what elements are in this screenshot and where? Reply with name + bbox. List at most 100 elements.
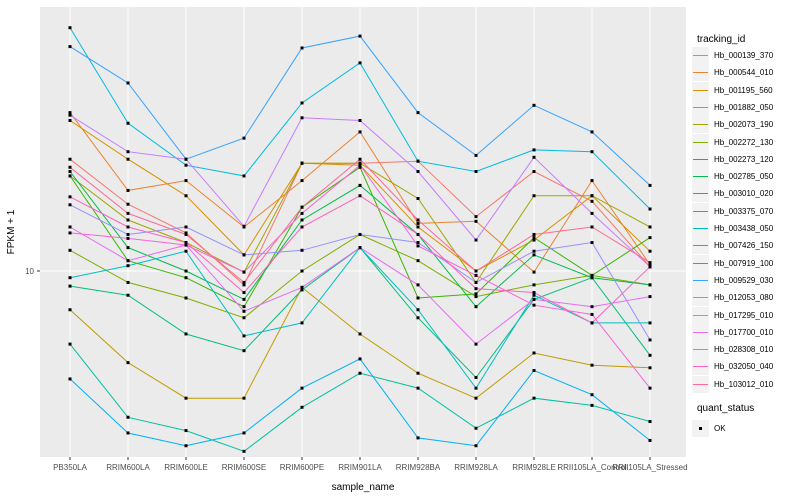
data-point [532,291,536,295]
legend-item: Hb_032050_040 [692,358,774,376]
data-point [242,316,246,320]
legend-key [692,220,709,237]
data-point [300,101,304,105]
legend-item: Hb_003010_020 [692,185,773,203]
data-point [590,130,594,134]
series-color-line-icon [693,228,708,229]
data-point [184,232,188,236]
data-point [648,261,652,265]
data-point [184,296,188,300]
data-point [300,46,304,50]
data-point [474,287,478,291]
series-color-line-icon [693,366,708,368]
data-point [126,293,130,297]
legend-item-label: Hb_032050_040 [714,362,774,372]
data-point [416,316,420,320]
data-point [532,249,536,253]
legend-key [692,358,709,376]
data-point [358,332,362,336]
legend-key [692,98,709,116]
legend-key [692,323,709,341]
data-point [300,288,304,292]
data-point [184,444,188,448]
legend-item: Hb_002273_120 [692,150,773,168]
data-point [68,26,72,30]
data-point [242,334,246,338]
data-point [474,386,478,390]
data-point [242,224,246,228]
data-point [590,321,594,325]
data-point [242,136,246,140]
data-point [532,368,536,372]
data-point [126,211,130,215]
legend-item: Hb_003438_050 [692,220,773,237]
data-point [126,188,130,192]
data-point [126,150,130,154]
legend-item: Hb_000544_010 [692,64,773,82]
series-color-line-icon [693,141,708,143]
data-point [590,403,594,407]
data-point [416,170,420,174]
quant-ok-key [692,420,709,437]
data-point [590,241,594,245]
x-tick-label: PB350LA [53,463,87,472]
data-point [300,179,304,183]
data-point [184,163,188,167]
y-axis-title: FPKM + 1 [6,209,17,254]
data-point [184,429,188,433]
legend-item: Hb_017295_010 [692,306,773,324]
data-point [532,238,536,242]
legend-item: Hb_001882_050 [692,98,773,116]
legend-item-label: Hb_017700_010 [714,327,774,337]
data-point [126,246,130,250]
legend-key [692,341,709,359]
series-color-line-icon [693,349,708,351]
legend-item-label: Hb_000139_370 [714,51,774,60]
data-point [184,276,188,280]
data-point [126,431,130,435]
data-point [358,194,362,198]
series-color-line-icon [693,262,708,264]
data-point [300,269,304,273]
legend-key [692,289,709,307]
data-point [126,202,130,206]
data-point [126,225,130,229]
legend-item: Hb_103012_010 [692,375,773,393]
data-point [242,305,246,309]
series-color-line-icon [693,297,708,299]
series-color-line-icon [693,383,708,385]
black-square-marker-icon [699,427,702,430]
data-point [300,161,304,165]
legend-item: Hb_002272_130 [692,133,773,151]
data-point [68,284,72,288]
data-point [68,45,72,49]
data-point [300,405,304,409]
data-point [242,270,246,274]
data-point [648,207,652,211]
legend-item: Hb_028308_010 [692,341,773,359]
legend-key [692,168,709,186]
x-tick-label: RRII105LA_Stressed [612,463,687,472]
data-point [532,253,536,257]
x-tick-label: RRIM600PE [280,463,324,472]
data-point [648,366,652,370]
data-point [474,269,478,273]
legend-item-quant-ok: OK [692,420,726,437]
data-point [474,219,478,223]
data-point [184,225,188,229]
legend-item-label: Hb_003438_050 [714,224,774,233]
data-point [300,248,304,252]
legend-item: Hb_002785_050 [692,168,773,186]
data-point [184,231,188,235]
data-point [242,449,246,453]
data-point [126,361,130,365]
data-point [648,420,652,424]
data-point [242,349,246,353]
data-point [648,236,652,240]
legend-key [692,254,709,272]
data-point [648,183,652,187]
series-color-line-icon [693,210,708,212]
data-point [474,444,478,448]
y-tick-label: 10 [25,267,34,276]
